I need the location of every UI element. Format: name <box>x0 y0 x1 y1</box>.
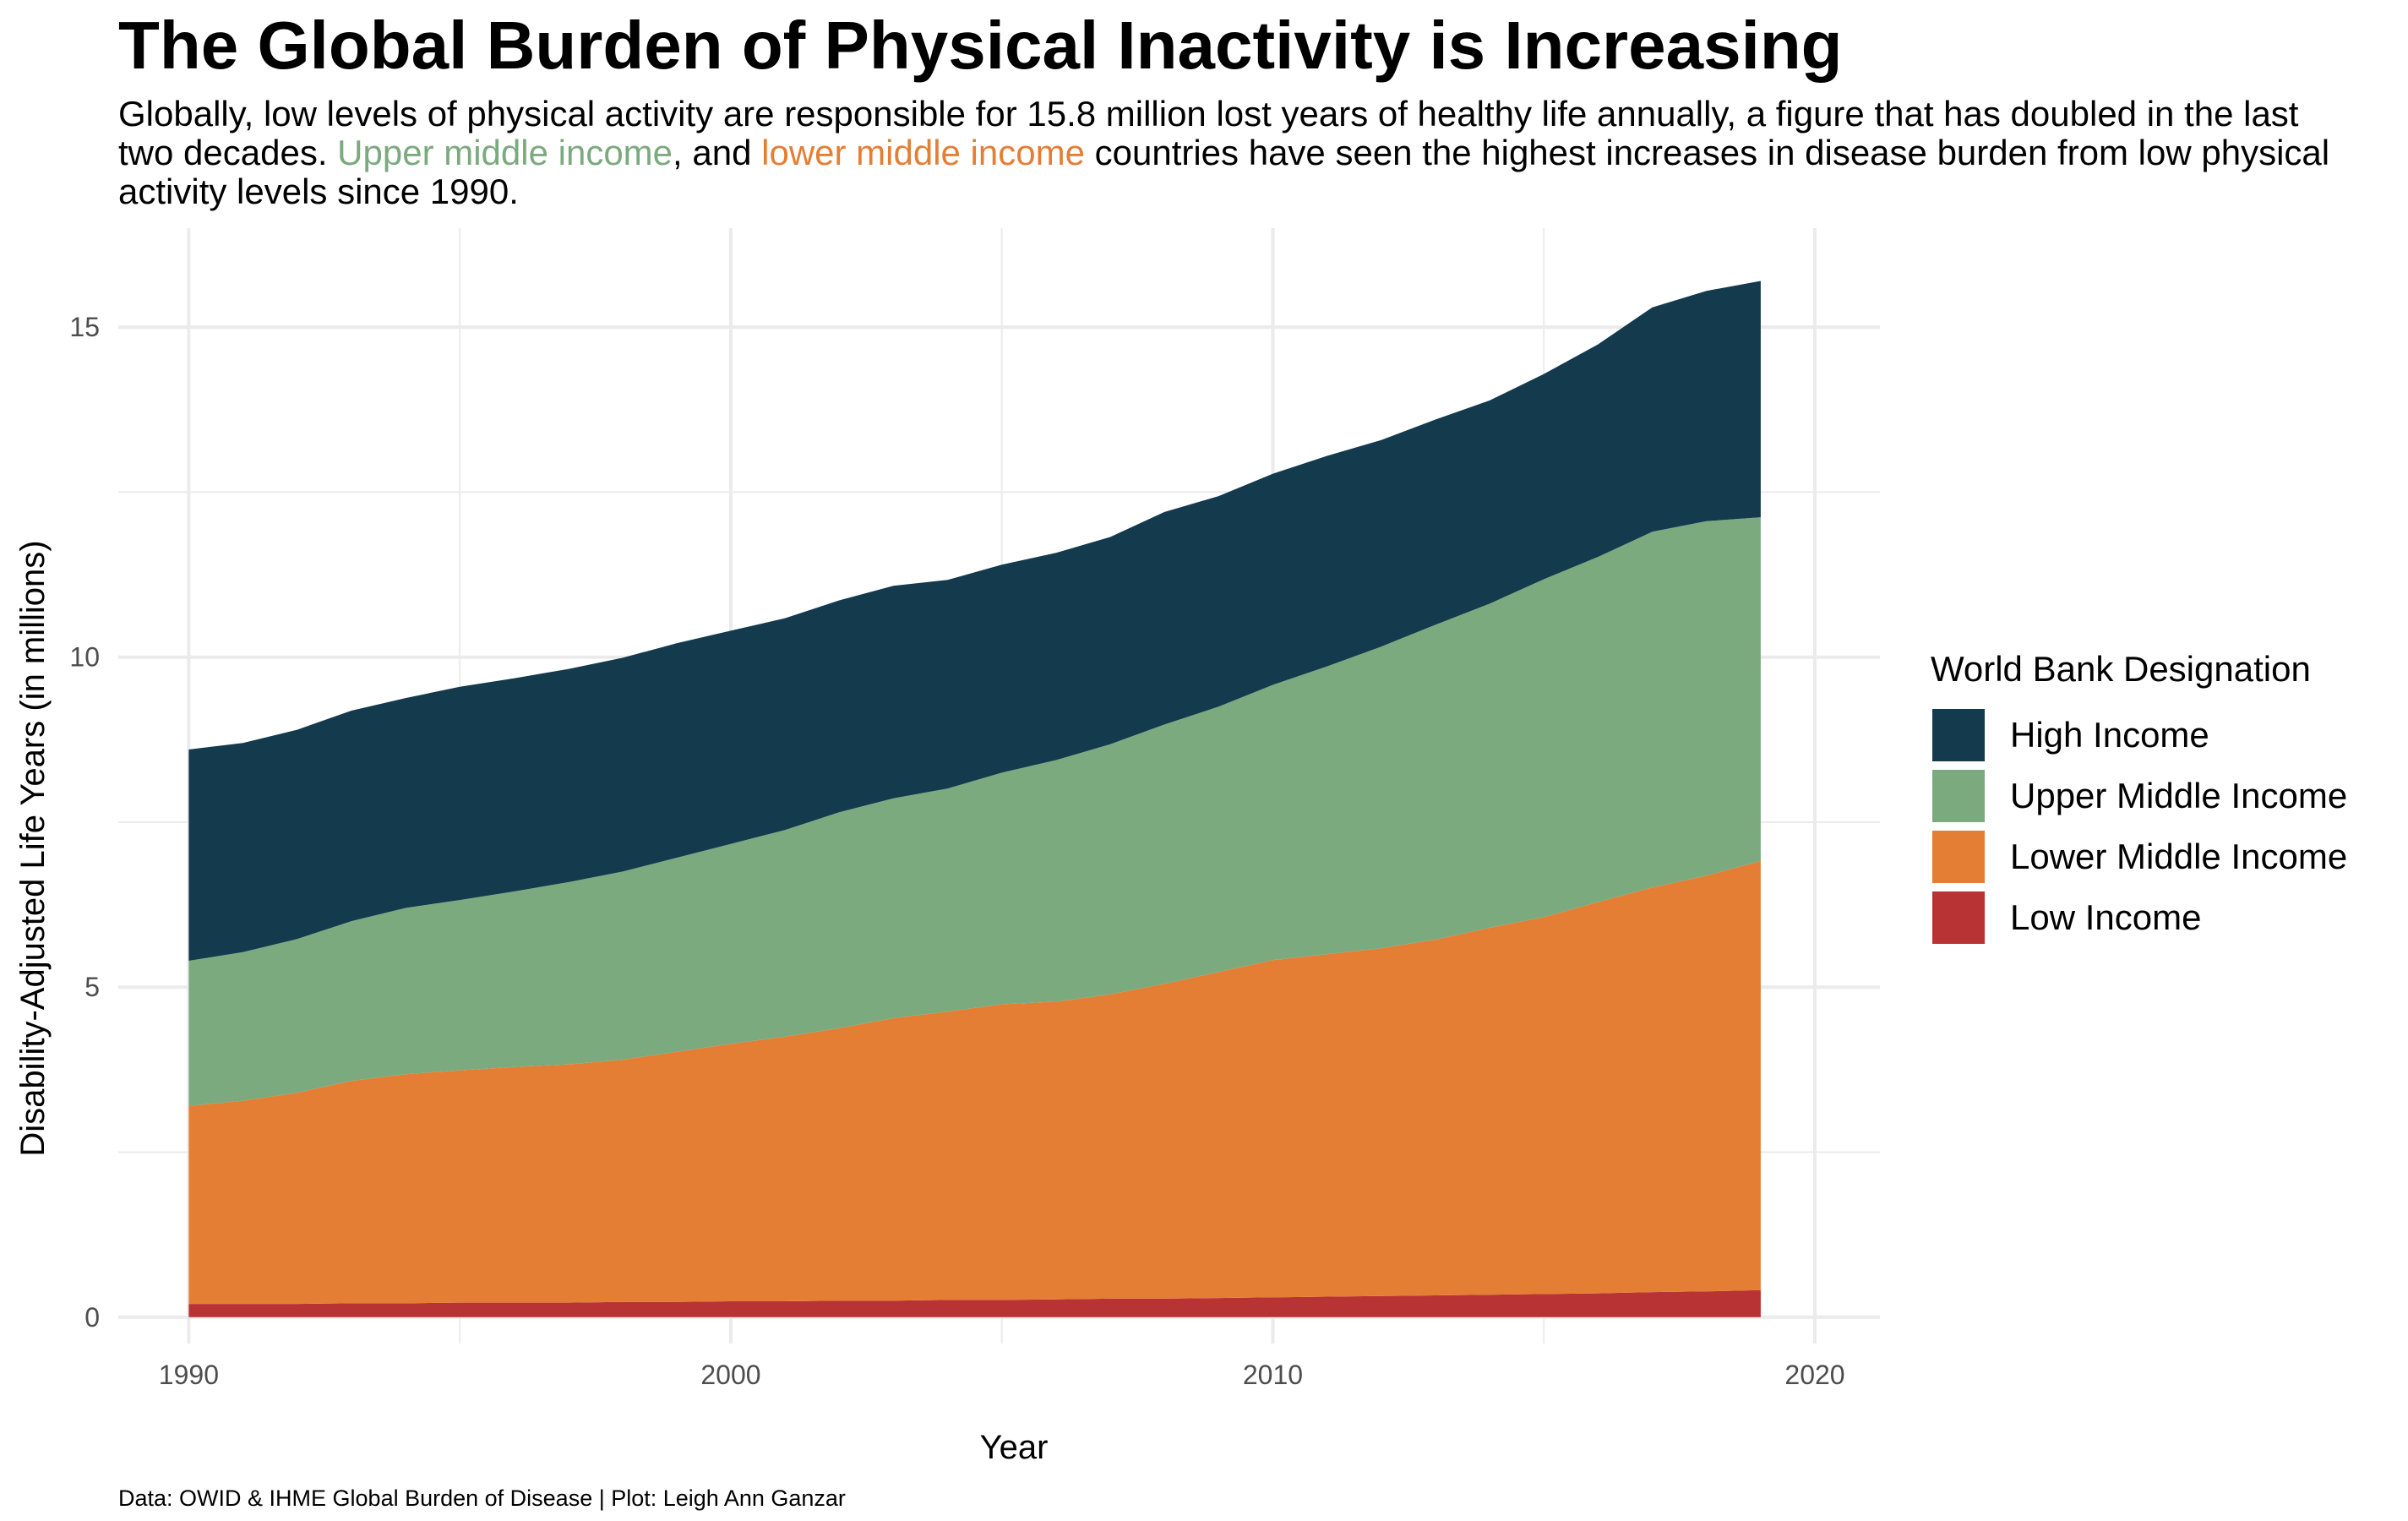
subtitle-highlight-lower-middle: lower middle income <box>761 133 1085 172</box>
x-tick-label: 2000 <box>700 1360 760 1390</box>
subtitle-highlight-upper-middle: Upper middle income <box>337 133 673 172</box>
y-tick-label: 15 <box>69 312 100 342</box>
legend-label: Lower Middle Income <box>2010 837 2348 876</box>
y-tick-label: 5 <box>84 972 100 1002</box>
legend-swatch <box>1931 829 1986 885</box>
x-tick-label: 1990 <box>159 1360 219 1390</box>
legend-items: High Income Upper Middle Income Lower Midd… <box>1931 705 2347 948</box>
y-tick-label: 0 <box>84 1302 100 1333</box>
subtitle-text-2: , and <box>673 133 762 172</box>
legend-item-high-income: High Income <box>1931 705 2347 766</box>
x-axis-title: Year <box>980 1429 1049 1466</box>
legend-swatch <box>1931 768 1986 824</box>
chart-title: The Global Burden of Physical Inactivity… <box>118 8 1843 83</box>
legend-title: World Bank Designation <box>1931 649 2311 689</box>
area-low-income <box>188 1289 1761 1317</box>
chart-caption: Data: OWID & IHME Global Burden of Disea… <box>118 1486 846 1511</box>
legend-item-lower-middle-income: Lower Middle Income <box>1931 826 2347 887</box>
legend-label: High Income <box>2010 715 2209 755</box>
legend: World Bank Designation High Income Upper … <box>1931 649 2347 948</box>
subtitle-text-1: Globally, low levels of physical activit… <box>118 94 2299 172</box>
legend-item-upper-middle-income: Upper Middle Income <box>1931 766 2347 826</box>
legend-swatch <box>1931 707 1986 763</box>
y-axis-ticks: 0 5 10 15 <box>69 312 100 1333</box>
subtitle-text-3: countries have seen the highest increase… <box>118 133 2330 211</box>
x-tick-label: 2020 <box>1784 1360 1844 1390</box>
y-tick-label: 10 <box>69 642 100 673</box>
legend-label: Low Income <box>2010 897 2202 937</box>
area-high-income <box>188 281 1761 961</box>
y-axis-title: Disability-Adjusted Life Years (in milli… <box>14 540 52 1156</box>
x-axis-ticks: 1990 2000 2010 2020 <box>159 1360 1845 1390</box>
x-tick-label: 2010 <box>1243 1360 1303 1390</box>
stacked-areas <box>188 281 1761 1317</box>
legend-item-low-income: Low Income <box>1931 887 2347 948</box>
legend-swatch <box>1931 890 1986 946</box>
legend-label: Upper Middle Income <box>2010 776 2348 815</box>
area-upper-middle-income <box>188 517 1761 1106</box>
chart-subtitle: Globally, low levels of physical activit… <box>118 95 2357 211</box>
area-lower-middle-income <box>188 861 1761 1305</box>
